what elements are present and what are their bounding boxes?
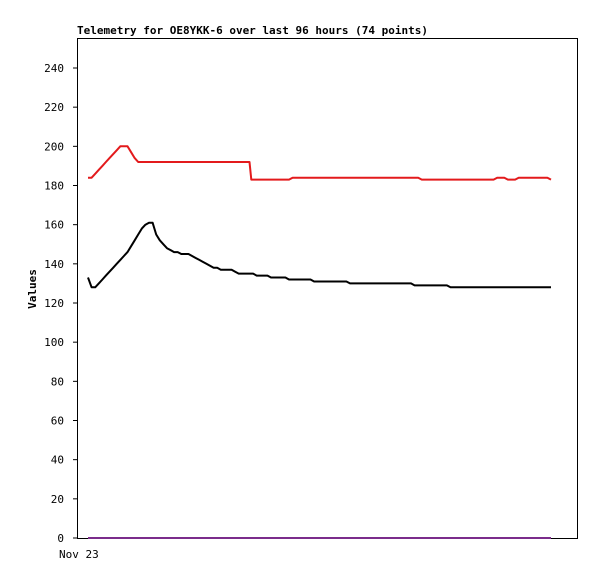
y-tick-label: 200	[44, 140, 64, 153]
series-line-1	[88, 145, 552, 181]
y-tick-label: 120	[44, 297, 64, 310]
y-tick-label: 180	[44, 180, 64, 193]
x-tick-label: Nov 23	[59, 548, 99, 561]
chart-title: Telemetry for OE8YKK-6 over last 96 hour…	[77, 24, 428, 37]
y-axis-title: Values	[26, 269, 39, 309]
y-tick-label: 220	[44, 101, 64, 114]
y-axis: 0 20 40 60 80 100 120 140 160 180 200 220 240	[44, 62, 78, 545]
x-axis: Nov 23	[59, 548, 99, 561]
plot-frame	[77, 38, 578, 539]
y-tick-label: 80	[51, 375, 64, 388]
y-tick-label: 60	[51, 415, 64, 428]
series-lines	[87, 145, 552, 539]
y-tick-label: 240	[44, 62, 64, 75]
y-tick-label: 0	[57, 532, 64, 545]
y-tick-label: 40	[51, 454, 64, 467]
y-tick-label: 160	[44, 219, 64, 232]
y-tick-label: 100	[44, 336, 64, 349]
y-tick-label: 140	[44, 258, 64, 271]
y-tick-label: 20	[51, 493, 64, 506]
series-line-2	[87, 221, 551, 289]
